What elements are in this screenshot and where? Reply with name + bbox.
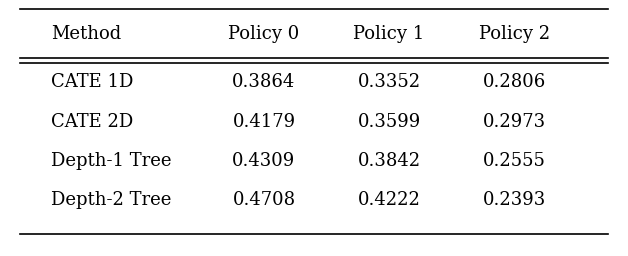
Text: Method: Method (51, 25, 122, 43)
Text: CATE 2D: CATE 2D (51, 113, 134, 131)
Text: 0.2973: 0.2973 (482, 113, 546, 131)
Text: 0.3599: 0.3599 (357, 113, 421, 131)
Text: 0.4222: 0.4222 (357, 191, 421, 209)
Text: 0.4179: 0.4179 (232, 113, 296, 131)
Text: Policy 0: Policy 0 (229, 25, 300, 43)
Text: 0.3842: 0.3842 (357, 152, 421, 170)
Text: 0.2806: 0.2806 (482, 73, 546, 91)
Text: 0.4708: 0.4708 (232, 191, 296, 209)
Text: CATE 1D: CATE 1D (51, 73, 134, 91)
Text: 0.2393: 0.2393 (482, 191, 546, 209)
Text: 0.3352: 0.3352 (357, 73, 421, 91)
Text: 0.4309: 0.4309 (232, 152, 296, 170)
Text: 0.3864: 0.3864 (232, 73, 296, 91)
Text: Depth-1 Tree: Depth-1 Tree (51, 152, 172, 170)
Text: Depth-2 Tree: Depth-2 Tree (51, 191, 172, 209)
Text: Policy 1: Policy 1 (354, 25, 425, 43)
Text: 0.2555: 0.2555 (483, 152, 546, 170)
Text: Policy 2: Policy 2 (479, 25, 550, 43)
